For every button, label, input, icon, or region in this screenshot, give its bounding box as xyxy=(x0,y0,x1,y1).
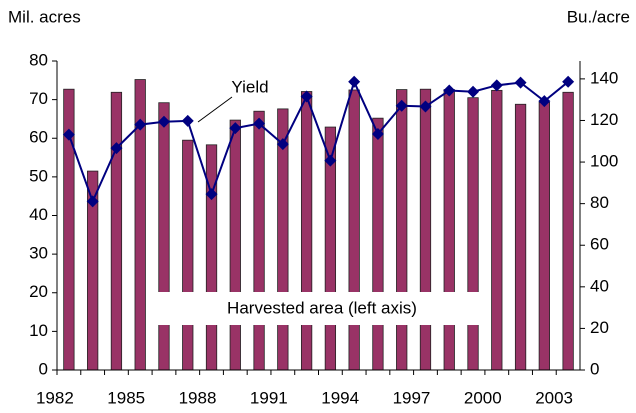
marker xyxy=(490,79,503,92)
y-tick-label: 20 xyxy=(29,282,48,301)
marker xyxy=(514,76,527,89)
y-tick-label: 70 xyxy=(29,89,48,108)
bar xyxy=(419,88,432,371)
left-axis-title: Mil. acres xyxy=(8,7,81,26)
marker xyxy=(348,75,361,88)
marker xyxy=(134,118,147,131)
bar xyxy=(396,89,408,371)
y2-tick-label: 40 xyxy=(590,276,609,295)
marker xyxy=(110,142,123,155)
marker xyxy=(157,115,170,128)
y-tick-label: 40 xyxy=(29,205,48,224)
marker xyxy=(371,127,384,140)
bar xyxy=(110,91,123,371)
annotation-box xyxy=(155,292,490,325)
y2-tick-label: 20 xyxy=(590,318,609,337)
bar xyxy=(205,144,218,371)
y2-tick-label: 100 xyxy=(590,152,618,171)
right-axis-title: Bu./acre xyxy=(567,7,630,26)
marker xyxy=(205,188,218,201)
x-tick-label: 1982 xyxy=(36,388,74,407)
marker xyxy=(538,95,551,108)
x-tick-label: 2000 xyxy=(464,388,502,407)
line-series xyxy=(67,78,569,205)
y-tick-label: 30 xyxy=(29,244,48,263)
bar xyxy=(443,89,455,371)
marker xyxy=(86,195,99,208)
y2-tick-label: 0 xyxy=(590,359,599,378)
x-tick-label: 1988 xyxy=(179,388,217,407)
annotation-pointer xyxy=(197,96,233,123)
bar xyxy=(491,89,503,371)
x-tick-label: 1991 xyxy=(250,388,288,407)
y-tick-label: 50 xyxy=(29,166,48,185)
annotation: Harvested area (left axis) xyxy=(227,298,417,317)
marker xyxy=(395,99,408,112)
y-tick-label: 80 xyxy=(29,50,48,69)
bar xyxy=(158,102,170,371)
x-tick-label: 2003 xyxy=(535,388,573,407)
y-tick-label: 60 xyxy=(29,128,48,147)
marker xyxy=(467,85,480,98)
marker xyxy=(253,117,266,130)
bar xyxy=(348,89,360,371)
bar xyxy=(514,103,527,371)
marker xyxy=(562,75,575,88)
marker xyxy=(276,138,289,151)
marker xyxy=(62,128,75,141)
x-tick-label: 1994 xyxy=(321,388,359,407)
bar xyxy=(300,91,313,371)
x-tick-label: 1997 xyxy=(393,388,431,407)
marker xyxy=(419,100,432,113)
y-tick-label: 0 xyxy=(39,359,48,378)
marker xyxy=(181,114,194,127)
annotation: Yield xyxy=(231,77,268,96)
bar xyxy=(372,117,384,371)
bar xyxy=(253,110,265,371)
y2-tick-label: 60 xyxy=(590,235,609,254)
bar xyxy=(467,97,479,371)
marker xyxy=(324,154,337,167)
bar xyxy=(182,139,194,371)
marker xyxy=(300,90,313,103)
y2-tick-label: 120 xyxy=(590,110,618,129)
y-tick-label: 10 xyxy=(29,321,48,340)
bar xyxy=(538,101,550,371)
marker xyxy=(443,84,456,97)
bar xyxy=(562,91,574,371)
y2-tick-label: 80 xyxy=(590,193,609,212)
bar xyxy=(229,119,241,371)
x-tick-label: 1985 xyxy=(107,388,145,407)
marker xyxy=(229,122,242,135)
y2-tick-label: 140 xyxy=(590,68,618,87)
